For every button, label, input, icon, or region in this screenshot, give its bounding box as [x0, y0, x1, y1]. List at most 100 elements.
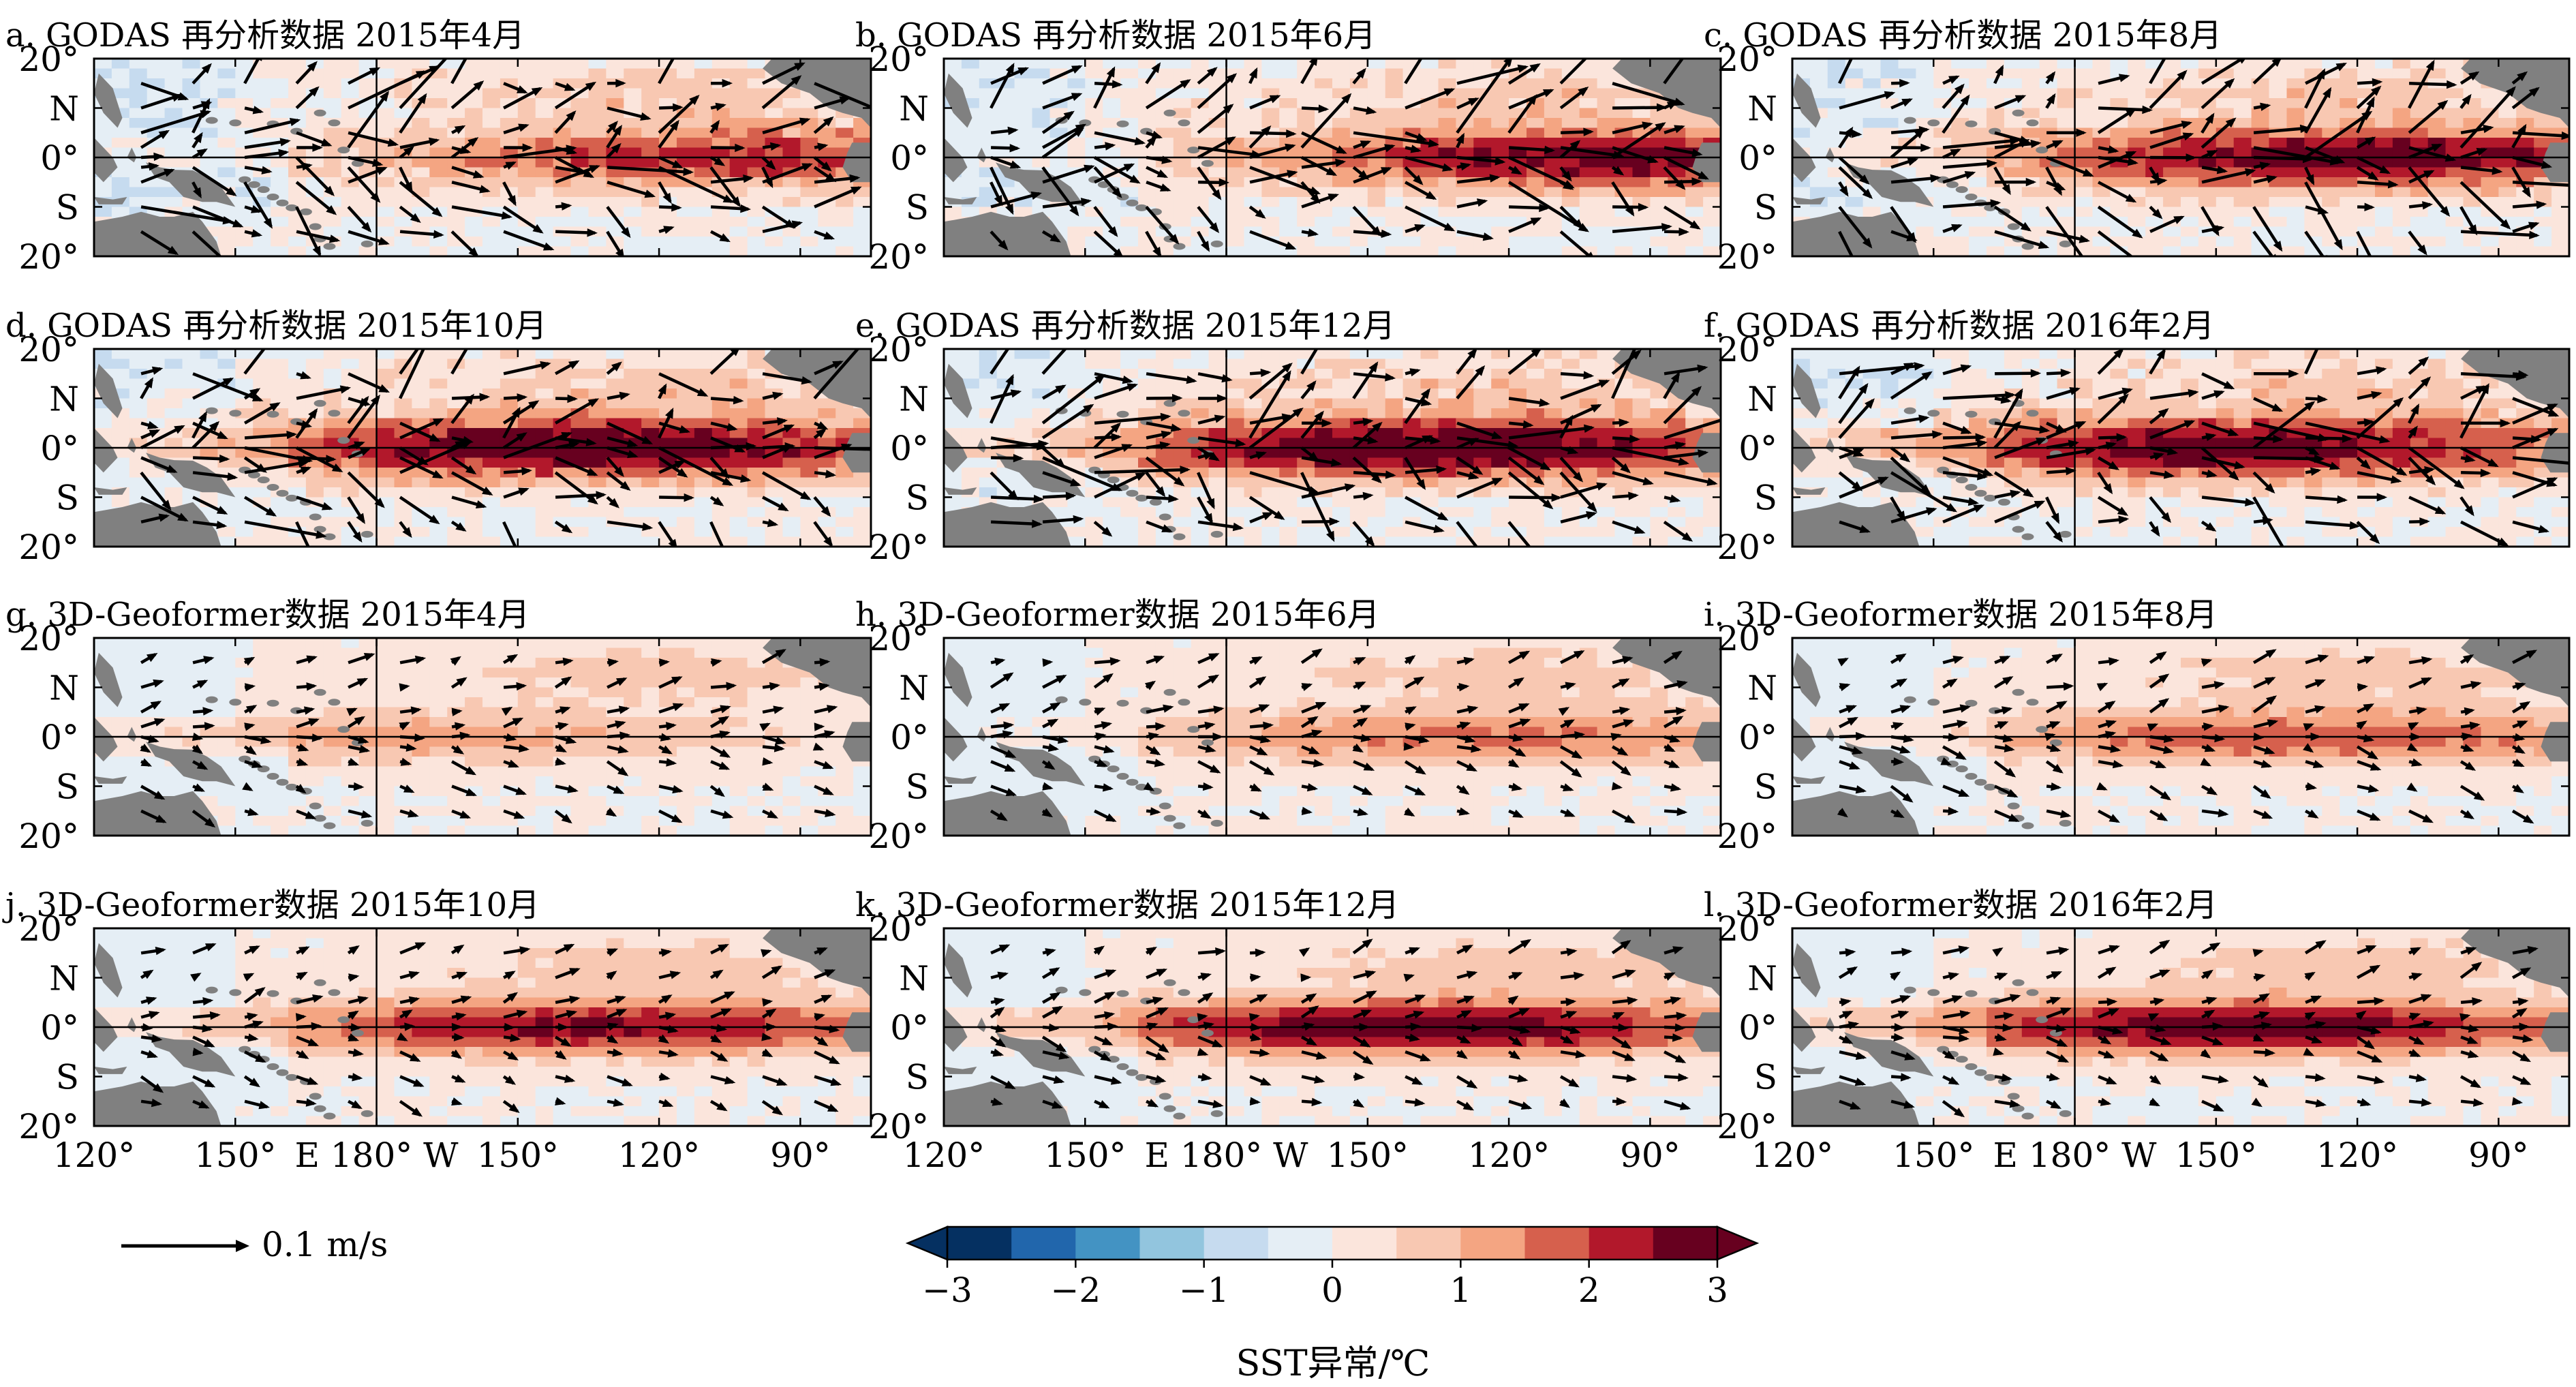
- island-mask: [266, 484, 279, 491]
- island-mask: [2012, 109, 2025, 117]
- land-mask: [146, 453, 236, 498]
- lon-label: E 180° W: [1144, 1135, 1308, 1175]
- lat-label: 20°: [18, 909, 79, 949]
- land-mask: [1792, 138, 1816, 183]
- lat-label: N: [899, 380, 929, 419]
- island-mask: [1946, 181, 1959, 188]
- island-mask: [2026, 699, 2039, 706]
- land-mask: [94, 363, 123, 418]
- island-mask: [2012, 979, 2025, 986]
- land-mask: [842, 142, 871, 183]
- island-mask: [337, 1016, 350, 1024]
- island-mask: [239, 176, 251, 183]
- lat-label: 0°: [1738, 429, 1777, 468]
- island-mask: [1937, 1046, 1950, 1053]
- lon-label: 90°: [2468, 1135, 2529, 1175]
- colorbar-segment: [1524, 1227, 1590, 1260]
- island-mask: [1173, 822, 1186, 829]
- land-mask: [944, 428, 968, 473]
- colorbar-segment: [1075, 1227, 1140, 1260]
- island-mask: [1163, 1105, 1176, 1112]
- island-mask: [2026, 989, 2039, 996]
- island-mask: [2059, 819, 2072, 827]
- land-mask: [1844, 162, 1934, 207]
- island-mask: [1126, 489, 1139, 497]
- land-mask: [1792, 1007, 1816, 1052]
- land-mask: [1825, 727, 1835, 742]
- island-mask: [266, 1063, 279, 1070]
- island-mask: [1903, 407, 1916, 414]
- island-mask: [2021, 822, 2034, 829]
- island-mask: [1116, 120, 1129, 127]
- lat-label: 20°: [18, 1107, 79, 1146]
- colorbar-tick-label: −2: [1050, 1270, 1101, 1310]
- island-mask: [266, 410, 279, 418]
- island-mask: [229, 119, 242, 127]
- island-mask: [323, 1112, 336, 1120]
- island-mask: [276, 778, 289, 786]
- island-mask: [1955, 1056, 1968, 1063]
- island-mask: [1927, 119, 1940, 127]
- island-mask: [323, 822, 336, 829]
- island-mask: [1126, 199, 1139, 207]
- current-vectors: [140, 59, 871, 256]
- island-mask: [1116, 410, 1129, 418]
- land-mask: [944, 73, 972, 128]
- vector-key-label: 0.1 m/s: [262, 1225, 388, 1264]
- lat-label: N: [899, 669, 929, 708]
- lat-label: 20°: [868, 528, 929, 567]
- island-mask: [1903, 696, 1916, 703]
- panel-title: j. 3D-Geoformer数据 2015年10月: [2, 886, 540, 924]
- island-mask: [2012, 525, 2025, 533]
- lat-label: 20°: [1717, 817, 1777, 856]
- land-mask: [944, 502, 1071, 547]
- lat-label: 0°: [40, 429, 79, 468]
- island-mask: [1974, 778, 1987, 786]
- island-mask: [2007, 223, 2020, 230]
- island-mask: [1149, 498, 1162, 506]
- lat-label: S: [56, 478, 79, 518]
- island-mask: [1974, 489, 1987, 497]
- panel-title: b. GODAS 再分析数据 2015年6月: [855, 16, 1376, 55]
- island-mask: [1135, 1073, 1148, 1081]
- island-mask: [1079, 699, 1092, 706]
- lat-label: N: [1747, 380, 1777, 419]
- island-mask: [323, 243, 336, 250]
- land-mask: [1792, 363, 1821, 418]
- island-mask: [276, 1069, 289, 1076]
- island-mask: [337, 437, 350, 444]
- island-mask: [1955, 186, 1968, 194]
- island-mask: [2012, 688, 2025, 696]
- island-mask: [2021, 243, 2034, 250]
- island-mask: [1210, 240, 1223, 247]
- colorbar-title: SST异常/℃: [1236, 1343, 1430, 1384]
- land-mask: [996, 742, 1086, 787]
- island-mask: [1178, 119, 1191, 127]
- colorbar-extend-low: [905, 1225, 949, 1261]
- lat-label: 0°: [1738, 138, 1777, 178]
- island-mask: [1903, 986, 1916, 994]
- land-mask: [146, 1032, 236, 1077]
- current-vectors: [140, 649, 838, 828]
- island-mask: [1927, 989, 1940, 996]
- island-mask: [1201, 159, 1214, 167]
- island-mask: [1079, 989, 1092, 996]
- land-mask: [1825, 147, 1835, 163]
- vector-key: 0.1 m/s: [121, 1225, 388, 1264]
- island-mask: [286, 204, 298, 211]
- lat-label: 20°: [18, 528, 79, 567]
- land-mask: [944, 487, 977, 495]
- land-mask: [1792, 211, 1920, 256]
- island-mask: [2036, 147, 2049, 154]
- island-mask: [1055, 696, 1068, 703]
- island-mask: [309, 223, 322, 230]
- island-mask: [328, 699, 341, 706]
- lat-label: S: [56, 188, 79, 228]
- land-mask: [1825, 438, 1835, 453]
- land-mask: [996, 1032, 1086, 1077]
- island-mask: [328, 410, 341, 417]
- island-mask: [1210, 1110, 1223, 1117]
